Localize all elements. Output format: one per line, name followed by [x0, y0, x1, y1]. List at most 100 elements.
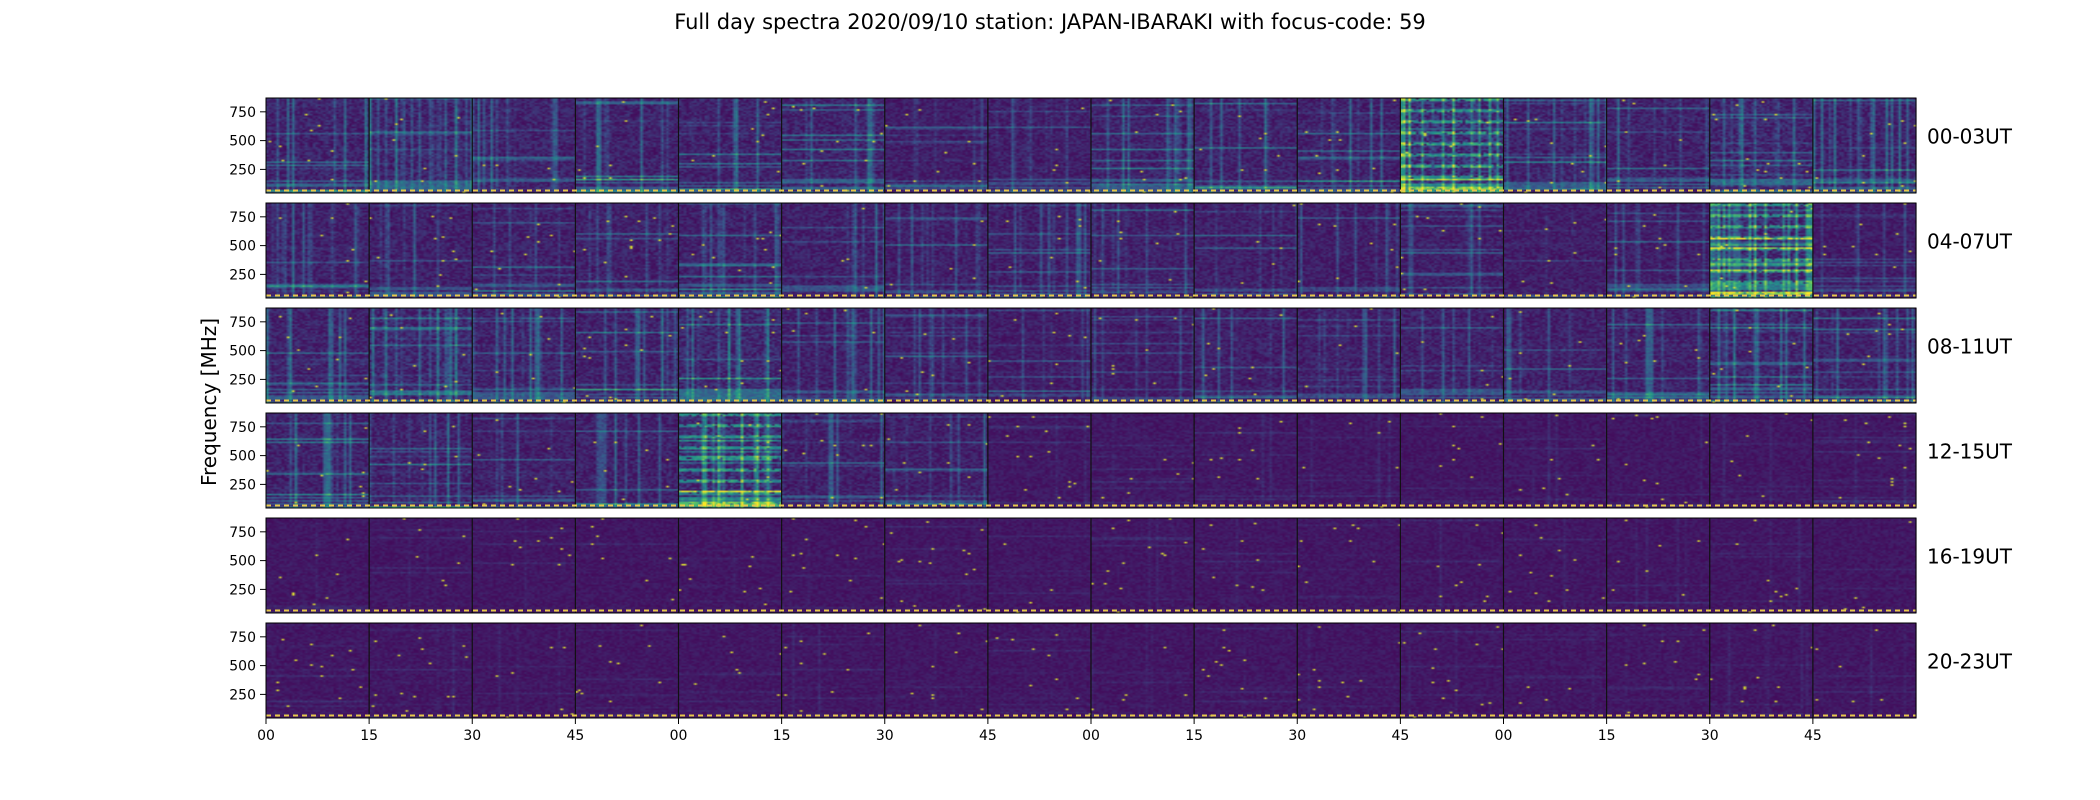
- spectrum-segment: [1297, 413, 1401, 508]
- spectrum-segment: [1606, 98, 1711, 193]
- spectrum-segment: [884, 518, 989, 613]
- spectra-panel-08-11UT: 250 500 750 08-11UT: [229, 307, 2013, 404]
- spectrum-segment: [575, 518, 680, 613]
- spectrum-segment: [472, 518, 576, 613]
- spectrum-segment: [1503, 98, 1608, 193]
- x-tick-label: 45: [1804, 728, 1822, 744]
- y-tick-label: 250: [229, 582, 256, 598]
- x-tick-label: 00: [670, 728, 688, 744]
- spectrum-segment: [369, 98, 473, 193]
- spectrum-segment: [884, 203, 989, 298]
- panel-frame: [265, 97, 1917, 194]
- spectra-panel-00-03UT: 250 500 750 00-03UT: [229, 97, 2013, 194]
- panel-frame: [265, 202, 1917, 299]
- spectrum-segment: [1709, 203, 1814, 298]
- spectrum-segment: [781, 413, 886, 508]
- x-tick-label: 45: [1391, 728, 1409, 744]
- spectrum-segment: [266, 98, 370, 193]
- y-tick-label: 250: [229, 687, 256, 703]
- spectrum-segment: [369, 203, 473, 298]
- spectrum-segment: [884, 413, 989, 508]
- y-tick-label: 500: [229, 659, 256, 675]
- spectrum-segment: [1400, 518, 1505, 613]
- spectrum-segment: [1503, 413, 1608, 508]
- spectrum-segment: [1297, 623, 1401, 718]
- spectrum-segment: [1606, 413, 1711, 508]
- spectrum-segment: [1400, 623, 1505, 718]
- spectrum-segment: [1194, 308, 1298, 403]
- spectrum-segment: [1091, 518, 1195, 613]
- y-tick-label: 500: [229, 239, 256, 255]
- x-tick-label: 45: [979, 728, 997, 744]
- spectrum-segment: [1709, 308, 1814, 403]
- spectrum-segment: [678, 308, 783, 403]
- spectrum-segment: [1400, 308, 1505, 403]
- spectrum-segment: [1709, 413, 1814, 508]
- spectrum-segment: [987, 203, 1092, 298]
- y-tick-label: 500: [229, 554, 256, 570]
- spectrum-segment: [1091, 308, 1195, 403]
- row-label: 08-11UT: [1927, 335, 2013, 359]
- spectrum-segment: [1091, 98, 1195, 193]
- panel-frame: [265, 517, 1917, 614]
- spectrum-segment: [1091, 413, 1195, 508]
- chart-title: Full day spectra 2020/09/10 station: JAP…: [674, 10, 1426, 34]
- spectra-panel-04-07UT: 250 500 750 04-07UT: [229, 202, 2013, 299]
- spectrum-segment: [1297, 518, 1401, 613]
- spectrum-segment: [781, 203, 886, 298]
- spectrum-segment: [266, 203, 370, 298]
- spectrum-segment: [678, 98, 783, 193]
- spectrum-segment: [678, 518, 783, 613]
- spectrum-segment: [1194, 518, 1298, 613]
- spectrum-segment: [1812, 98, 1917, 193]
- spectrum-segment: [1194, 203, 1298, 298]
- spectrum-segment: [472, 413, 576, 508]
- spectrum-segment: [1297, 308, 1401, 403]
- x-tick-label: 45: [566, 728, 584, 744]
- spectrum-segment: [987, 308, 1092, 403]
- spectrum-segment: [1709, 518, 1814, 613]
- row-label: 04-07UT: [1927, 230, 2013, 254]
- y-tick-label: 500: [229, 449, 256, 465]
- spectrum-segment: [575, 413, 680, 508]
- spectrum-segment: [1297, 98, 1401, 193]
- spectrum-segment: [575, 308, 680, 403]
- y-tick-label: 250: [229, 267, 256, 283]
- x-tick-label: 15: [360, 728, 378, 744]
- y-tick-label: 250: [229, 162, 256, 178]
- x-tick-label: 00: [1495, 728, 1513, 744]
- spectrum-segment: [1091, 623, 1195, 718]
- spectrum-segment: [781, 518, 886, 613]
- spectrum-segment: [987, 518, 1092, 613]
- spectrum-segment: [266, 413, 370, 508]
- spectrum-segment: [1709, 623, 1814, 718]
- x-tick-label: 30: [876, 728, 894, 744]
- x-tick-label: 30: [1288, 728, 1306, 744]
- spectrum-segment: [1091, 203, 1195, 298]
- spectrum-segment: [1400, 413, 1505, 508]
- spectrum-segment: [575, 623, 680, 718]
- y-tick-label: 750: [229, 210, 256, 226]
- spectrum-segment: [369, 413, 473, 508]
- spectrum-segment: [1400, 98, 1505, 193]
- y-tick-label: 250: [229, 372, 256, 388]
- y-tick-label: 500: [229, 134, 256, 150]
- spectrum-segment: [781, 308, 886, 403]
- spectrum-segment: [266, 623, 370, 718]
- y-tick-label: 750: [229, 630, 256, 646]
- spectrum-segment: [781, 623, 886, 718]
- spectrum-segment: [369, 518, 473, 613]
- spectrum-segment: [1606, 623, 1711, 718]
- spectrum-segment: [472, 623, 576, 718]
- spectrum-segment: [1606, 203, 1711, 298]
- spectrum-segment: [1503, 623, 1608, 718]
- x-tick-label: 30: [1701, 728, 1719, 744]
- spectrum-segment: [1503, 203, 1608, 298]
- y-tick-label: 500: [229, 344, 256, 360]
- spectrum-segment: [472, 98, 576, 193]
- x-tick-label: 00: [1082, 728, 1100, 744]
- row-label: 00-03UT: [1927, 125, 2013, 149]
- x-tick-label: 15: [773, 728, 791, 744]
- spectrum-segment: [781, 98, 886, 193]
